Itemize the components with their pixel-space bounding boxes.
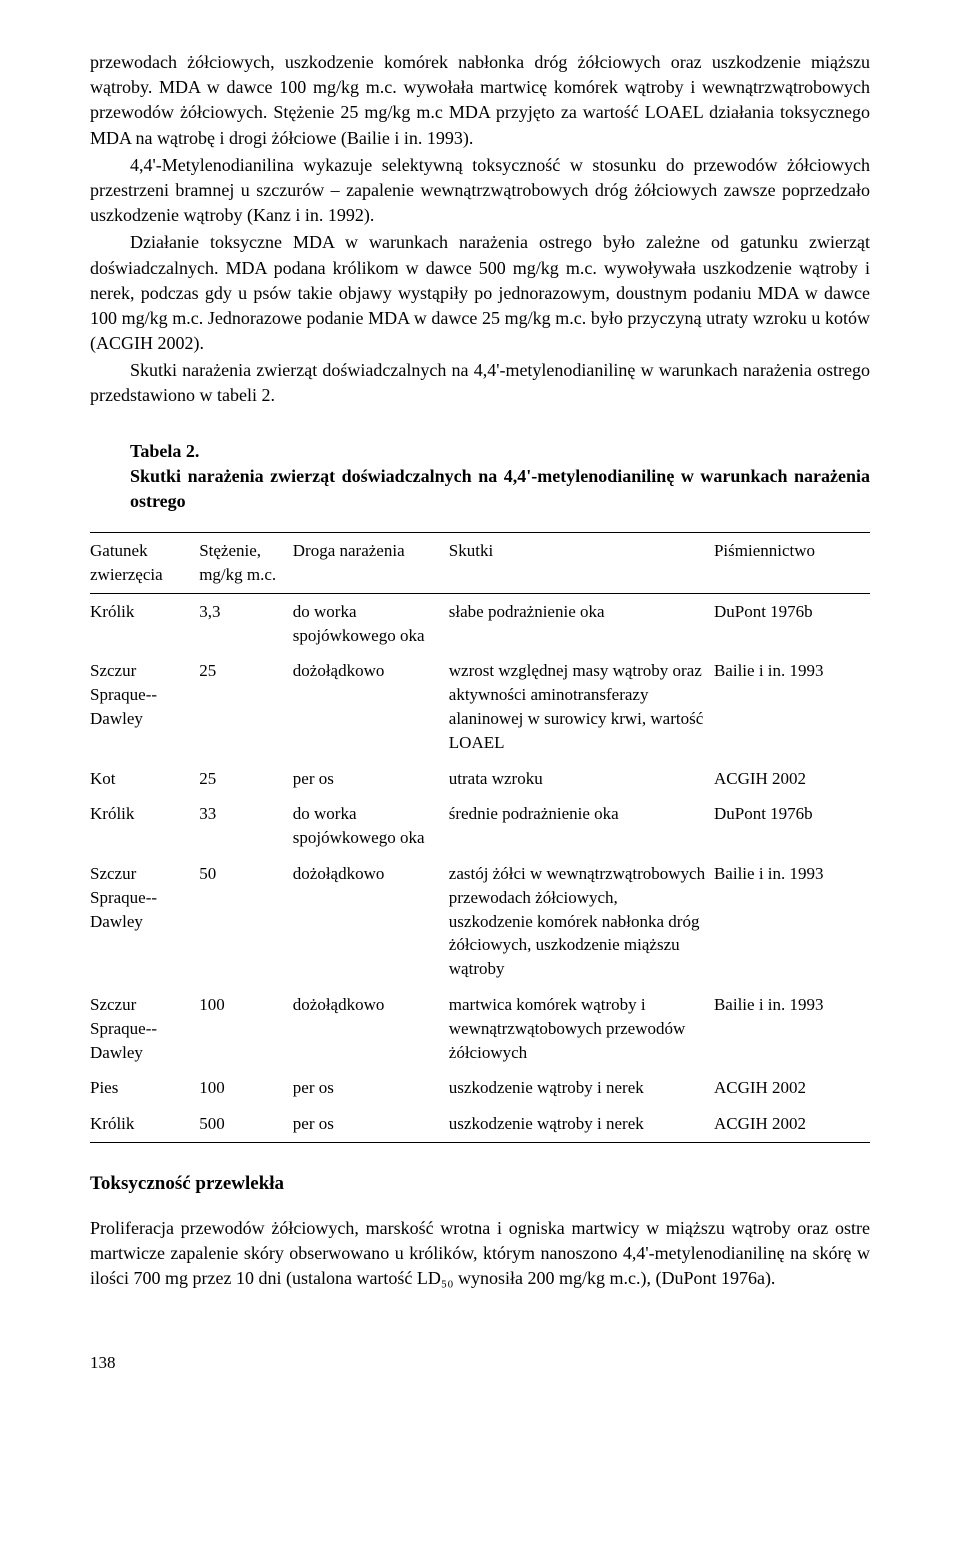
section-heading-chronic: Toksyczność przewlekła: [90, 1171, 870, 1198]
cell-effects: uszkodzenie wątroby i nerek: [449, 1106, 714, 1142]
cell-species: Szczur Spraque--Dawley: [90, 653, 199, 760]
table-row: Kot 25 per os utrata wzroku ACGIH 2002: [90, 761, 870, 797]
cell-dose: 100: [199, 1070, 293, 1106]
cell-dose: 3,3: [199, 593, 293, 653]
th-ref: Piśmiennictwo: [714, 533, 870, 594]
table-row: Pies 100 per os uszkodzenie wątroby i ne…: [90, 1070, 870, 1106]
cell-effects: zastój żółci w wewnątrzwątrobowych przew…: [449, 856, 714, 987]
cell-route: do worka spojówkowego oka: [293, 593, 449, 653]
page-number: 138: [90, 1351, 870, 1375]
cell-species: Królik: [90, 593, 199, 653]
cell-route: do worka spojówkowego oka: [293, 796, 449, 856]
cell-ref: DuPont 1976b: [714, 593, 870, 653]
effects-table: Gatunek zwierzęcia Stężenie, mg/kg m.c. …: [90, 532, 870, 1143]
table-row: Królik 3,3 do worka spojówkowego oka sła…: [90, 593, 870, 653]
cell-dose: 50: [199, 856, 293, 987]
cell-ref: DuPont 1976b: [714, 796, 870, 856]
cell-dose: 25: [199, 653, 293, 760]
th-species: Gatunek zwierzęcia: [90, 533, 199, 594]
cell-dose: 500: [199, 1106, 293, 1142]
cell-species: Kot: [90, 761, 199, 797]
cell-route: dożołądkowo: [293, 856, 449, 987]
body-paragraph-4: Skutki narażenia zwierząt doświadczalnyc…: [90, 358, 870, 408]
th-effects: Skutki: [449, 533, 714, 594]
body-paragraph-2: 4,4'-Metylenodianilina wykazuje selektyw…: [90, 153, 870, 229]
table-row: Szczur Spraque--Dawley 25 dożołądkowo wz…: [90, 653, 870, 760]
cell-ref: ACGIH 2002: [714, 1106, 870, 1142]
cell-species: Królik: [90, 796, 199, 856]
cell-effects: martwica komórek wątroby i wewnątrzwątob…: [449, 987, 714, 1070]
table-body: Królik 3,3 do worka spojówkowego oka sła…: [90, 593, 870, 1142]
cell-effects: wzrost względnej masy wątroby oraz aktyw…: [449, 653, 714, 760]
th-dose: Stężenie, mg/kg m.c.: [199, 533, 293, 594]
cell-species: Szczur Spraque--Dawley: [90, 987, 199, 1070]
cell-dose: 25: [199, 761, 293, 797]
body-paragraph-3: Działanie toksyczne MDA w warunkach nara…: [90, 230, 870, 356]
cell-route: per os: [293, 1070, 449, 1106]
cell-route: dożołądkowo: [293, 653, 449, 760]
table-caption: Skutki narażenia zwierząt doświadczalnyc…: [130, 464, 870, 514]
cell-species: Szczur Spraque--Dawley: [90, 856, 199, 987]
cell-ref: Bailie i in. 1993: [714, 653, 870, 760]
table-row: Królik 33 do worka spojówkowego oka śred…: [90, 796, 870, 856]
th-route: Droga narażenia: [293, 533, 449, 594]
cell-route: per os: [293, 761, 449, 797]
cell-route: dożołądkowo: [293, 987, 449, 1070]
cell-ref: Bailie i in. 1993: [714, 856, 870, 987]
cell-ref: Bailie i in. 1993: [714, 987, 870, 1070]
cell-effects: średnie podrażnienie oka: [449, 796, 714, 856]
cell-dose: 33: [199, 796, 293, 856]
body-paragraph-1: przewodach żółciowych, uszkodzenie komór…: [90, 50, 870, 151]
cell-route: per os: [293, 1106, 449, 1142]
table-header-row: Gatunek zwierzęcia Stężenie, mg/kg m.c. …: [90, 533, 870, 594]
table-title-block: Tabela 2. Skutki narażenia zwierząt dośw…: [130, 439, 870, 515]
cell-effects: utrata wzroku: [449, 761, 714, 797]
table-row: Szczur Spraque--Dawley 50 dożołądkowo za…: [90, 856, 870, 987]
cell-effects: uszkodzenie wątroby i nerek: [449, 1070, 714, 1106]
cell-ref: ACGIH 2002: [714, 761, 870, 797]
cell-effects: słabe podrażnienie oka: [449, 593, 714, 653]
cell-ref: ACGIH 2002: [714, 1070, 870, 1106]
cell-species: Pies: [90, 1070, 199, 1106]
table-label: Tabela 2.: [130, 439, 870, 464]
cell-species: Królik: [90, 1106, 199, 1142]
table-row: Szczur Spraque--Dawley 100 dożołądkowo m…: [90, 987, 870, 1070]
table-row: Królik 500 per os uszkodzenie wątroby i …: [90, 1106, 870, 1142]
chronic-paragraph-1: Proliferacja przewodów żółciowych, marsk…: [90, 1216, 870, 1292]
cell-dose: 100: [199, 987, 293, 1070]
